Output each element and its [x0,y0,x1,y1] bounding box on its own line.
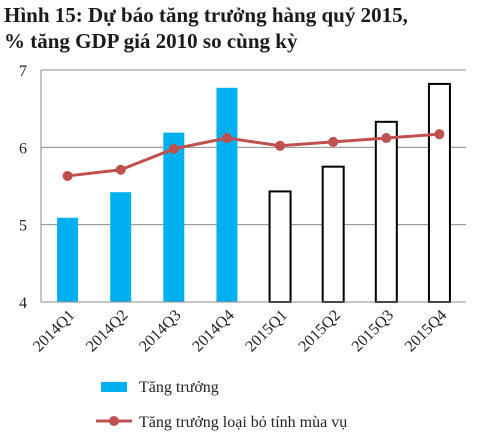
bar-2014Q4 [216,87,238,302]
legend-label-line: Tăng trưởng loại bỏ tính mùa vụ [139,414,347,431]
bar-2015Q1 [268,190,292,303]
y-tick-label: 7 [19,63,27,80]
bar-2015Q2 [321,165,345,303]
line-point-2014Q3 [168,143,179,154]
chart-title: Hình 15: Dự báo tăng trưởng hàng quý 201… [4,2,480,54]
line-point-2015Q2 [328,136,339,147]
y-tick-label: 5 [19,218,27,235]
line-point-2014Q4 [221,133,232,144]
bar-2014Q3 [163,132,185,302]
series-line [67,132,440,178]
legend-swatch-marker [109,416,119,426]
line-point-2014Q2 [115,164,126,175]
legend: Tăng trưởng Tăng trưởng loại bỏ tính mùa … [96,379,347,431]
x-tick-label: 2014Q2 [83,307,131,355]
y-tick-label: 6 [19,140,27,157]
x-tick-label: 2015Q4 [402,307,450,355]
seasonally-adjusted-line [62,129,445,181]
legend-label-bars: Tăng trưởng [139,379,219,396]
line-point-2015Q4 [434,129,445,140]
axes: 4 5 6 7 2014Q1 2014Q2 2014Q3 2014Q4 2015Q1 2015Q2… [19,63,466,355]
bar-2015Q4 [427,82,451,303]
x-tick-label: 2015Q1 [242,307,290,355]
bar-2015Q3 [374,120,398,303]
x-tick-label: 2015Q2 [296,307,344,355]
bar-2014Q1 [57,217,79,302]
bars [57,82,451,303]
line-point-2014Q1 [62,170,73,181]
line-point-2015Q1 [275,140,286,151]
y-tick-label: 4 [19,295,27,312]
line-point-2015Q3 [381,133,392,144]
gridlines [41,69,466,226]
x-tick-label: 2014Q4 [189,307,237,355]
bar-2014Q2 [110,192,132,302]
chart-title-line-2: % tăng GDP giá 2010 so cùng kỳ [4,29,298,53]
chart-title-line-1: Hình 15: Dự báo tăng trưởng hàng quý 201… [4,3,408,27]
x-tick-label: 2015Q3 [349,307,397,355]
legend-swatch-bars [101,382,127,392]
x-tick-label: 2014Q1 [30,307,78,355]
x-tick-label: 2014Q3 [136,307,184,355]
